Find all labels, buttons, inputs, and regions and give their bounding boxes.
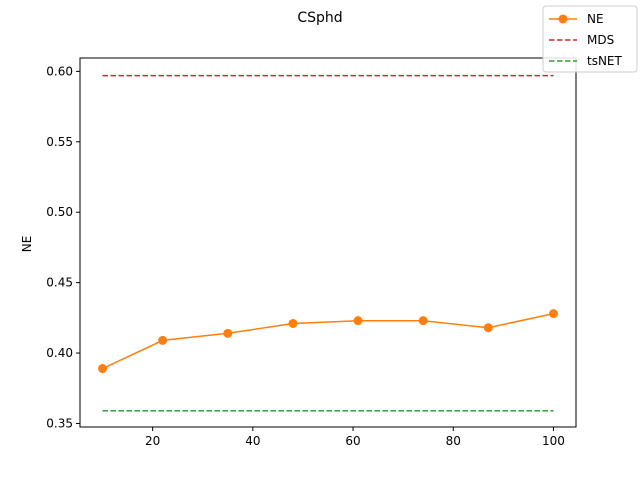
data-point-ne	[223, 328, 233, 338]
legend-label-tsnet: tsNET	[587, 54, 623, 68]
series-line-ne	[102, 312, 554, 370]
data-point-ne	[288, 318, 298, 328]
y-axis-label: NE	[20, 236, 34, 253]
plot-frame	[79, 57, 577, 428]
legend: NE MDS tsNET	[542, 5, 638, 73]
x-tick-label: 80	[446, 434, 461, 448]
legend-marker	[558, 14, 568, 24]
axes: 20 40 60 80 100 0.35 0.40 0.45 0.50 0.55 0.60	[46, 64, 565, 448]
y-tick-label: 0.50	[46, 205, 73, 219]
data-point-ne	[548, 309, 558, 319]
y-tick-label: 0.60	[46, 64, 73, 78]
y-tick-label: 0.55	[46, 135, 73, 149]
y-tick-label: 0.45	[46, 276, 73, 290]
legend-label-ne: NE	[587, 12, 604, 26]
plot-area	[98, 74, 558, 412]
y-tick-label: 0.35	[46, 416, 73, 430]
x-tick-label: 100	[542, 434, 565, 448]
legend-box	[542, 5, 638, 73]
chart-title: CSphd	[297, 10, 342, 26]
data-point-ne	[418, 316, 428, 326]
data-point-ne	[353, 316, 363, 326]
data-point-ne	[98, 364, 108, 374]
legend-label-mds: MDS	[587, 33, 614, 47]
x-tick-label: 40	[245, 434, 260, 448]
data-point-ne	[483, 323, 493, 333]
y-tick-label: 0.40	[46, 346, 73, 360]
data-point-ne	[158, 335, 168, 345]
x-tick-label: 60	[345, 434, 360, 448]
x-tick-label: 20	[145, 434, 160, 448]
